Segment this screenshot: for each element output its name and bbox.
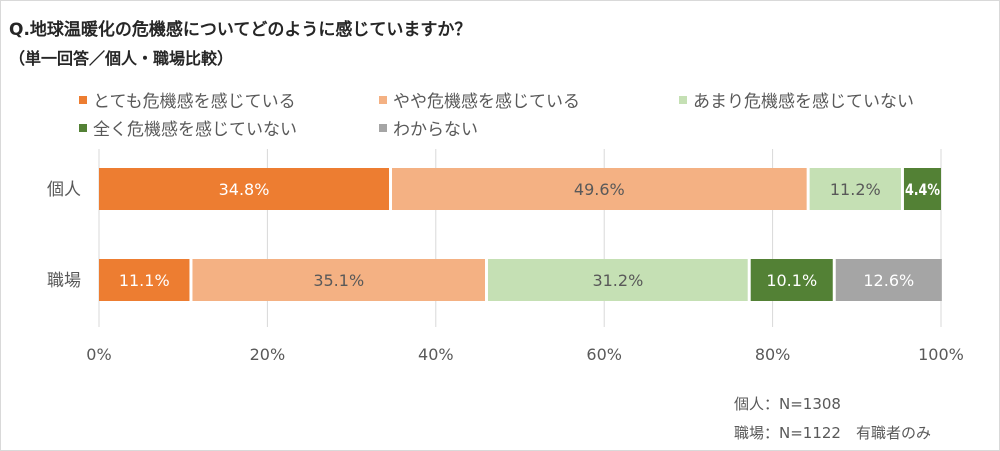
bar-segment xyxy=(488,259,748,301)
bar-segment xyxy=(903,168,941,210)
bar-segment xyxy=(835,259,942,301)
bar-data-label: 4.4% xyxy=(905,180,940,199)
bar-data-label: 11.2% xyxy=(830,180,881,199)
x-tick-label: 100% xyxy=(918,345,964,364)
bar-labels: 34.8% 49.6% 11.2% 4.4% 11.1% 35.1% 31.2% 10.1% 1… xyxy=(119,180,940,290)
bar-data-label: 31.2% xyxy=(592,271,643,290)
category-label: 個人 xyxy=(47,180,81,200)
bar-segment xyxy=(192,259,486,301)
bar-data-label: 35.1% xyxy=(313,271,364,290)
legend-swatch xyxy=(679,95,687,104)
bar-data-label: 10.1% xyxy=(766,271,817,290)
x-tick-label: 20% xyxy=(250,345,286,364)
legend-item-dont-know: わからない xyxy=(379,115,478,140)
legend-label: あまり危機感を感じていない xyxy=(693,92,914,112)
bar-segment xyxy=(99,259,190,301)
bar-data-label: 49.6% xyxy=(574,180,625,199)
chart-title: Q.地球温暖化の危機感についてどのように感じていますか？ xyxy=(9,20,472,40)
legend-swatch xyxy=(379,123,387,132)
category-label: 職場 xyxy=(47,271,81,291)
bar-segment xyxy=(392,168,807,210)
bar-segment xyxy=(750,259,833,301)
bar-data-label: 34.8% xyxy=(219,180,270,199)
bar-segment xyxy=(809,168,901,210)
sample-size-workplace: 職場：N=1122 有職者のみ xyxy=(734,424,931,442)
legend-item-somewhat-concerned: やや危機感を感じている xyxy=(379,87,580,112)
legend-item-very-concerned: とても危機感を感じている xyxy=(79,87,296,112)
legend-label: わからない xyxy=(393,120,478,140)
legend-swatch xyxy=(379,95,387,104)
legend-label: とても危機感を感じている xyxy=(93,92,296,112)
bars xyxy=(99,168,942,301)
tick-labels: 0% 20% 40% 60% 80% 100% xyxy=(86,345,964,364)
x-tick-label: 0% xyxy=(86,345,111,364)
legend-item-not-very-concerned: あまり危機感を感じていない xyxy=(679,87,914,112)
legend-item-not-concerned-at-all: 全く危機感を感じていない xyxy=(79,115,297,140)
chart-subtitle: （単一回答／個人・職場比較） xyxy=(9,49,234,68)
bar-segment xyxy=(99,168,390,210)
sample-size-individual: 個人：N=1308 xyxy=(734,395,841,413)
legend-swatch xyxy=(79,123,87,132)
legend-swatch xyxy=(79,95,87,104)
bar-data-label: 11.1% xyxy=(119,271,170,290)
legend-label: やや危機感を感じている xyxy=(393,92,580,112)
x-tick-label: 60% xyxy=(586,345,622,364)
bar-data-label: 12.6% xyxy=(863,271,914,290)
x-tick-label: 80% xyxy=(755,345,791,364)
legend-label: 全く危機感を感じていない xyxy=(93,120,297,140)
x-tick-label: 40% xyxy=(418,345,454,364)
